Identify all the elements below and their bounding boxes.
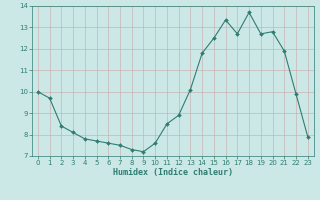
X-axis label: Humidex (Indice chaleur): Humidex (Indice chaleur) [113, 168, 233, 177]
